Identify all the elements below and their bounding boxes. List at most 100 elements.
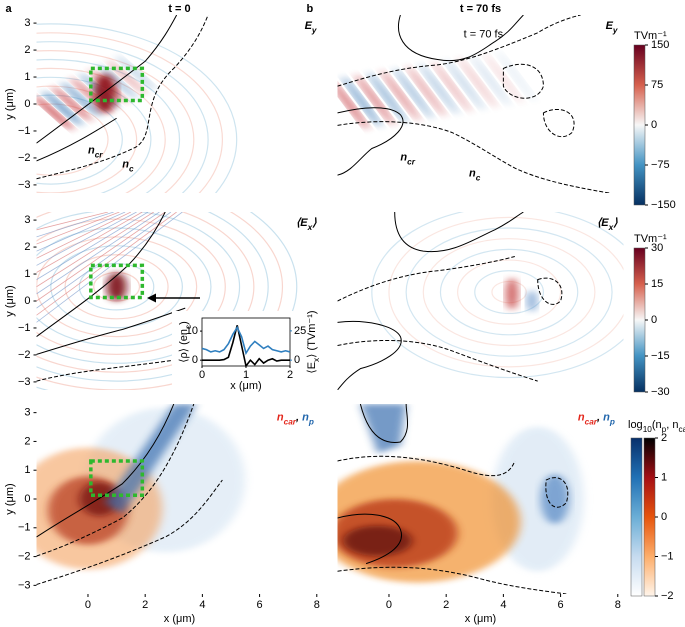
field-pattern	[419, 63, 459, 115]
x-tick-label: 0	[85, 599, 91, 611]
contour	[543, 109, 574, 136]
label-part: x	[312, 357, 321, 362]
x-tick-label: 0	[386, 599, 392, 611]
y2-tick-label: 0	[294, 354, 300, 366]
y-axis-label: y (μm)	[4, 483, 16, 514]
label-part: t = 70 fs	[464, 28, 504, 40]
annotation: ncar, np	[578, 411, 615, 426]
label-part: n	[656, 419, 662, 431]
field-pattern	[105, 404, 197, 515]
field-map	[338, 207, 647, 390]
panel-label: b	[307, 3, 314, 15]
field-pattern	[445, 58, 485, 111]
label-part: x	[608, 223, 614, 232]
label-part: n	[122, 158, 129, 170]
field-pattern	[372, 207, 647, 378]
colorbar-tick-label: 15	[651, 278, 663, 290]
contour	[395, 212, 524, 252]
label-part: n	[578, 411, 585, 423]
y-tick-label: 3	[24, 214, 30, 226]
y-tick-label: −2	[18, 349, 31, 361]
contour	[338, 15, 581, 86]
colorbar-label: TVm⁻¹	[634, 30, 667, 42]
contour	[37, 480, 223, 585]
field-pattern	[0, 210, 240, 363]
label-part: ⟩	[613, 217, 618, 229]
field-pattern	[0, 175, 297, 399]
field-pattern	[458, 260, 561, 324]
colorbar-tick-label: 0	[651, 119, 657, 131]
heatmap	[337, 404, 624, 594]
label-part: n	[603, 411, 610, 423]
field-pattern	[355, 73, 395, 126]
label-part: (	[652, 419, 656, 431]
colorbar-tick-label: 30	[651, 242, 663, 254]
contour	[37, 308, 186, 354]
field-pattern	[0, 42, 208, 238]
field-pattern	[540, 474, 570, 524]
colorbar	[643, 437, 656, 597]
label-part: ⟨E	[306, 362, 318, 374]
label-part: ,	[295, 411, 302, 423]
heatmap	[0, 15, 323, 238]
label-part: c	[476, 173, 481, 182]
y-tick-label: −1	[18, 522, 31, 534]
field-pattern	[37, 212, 109, 230]
field-pattern	[423, 239, 595, 346]
annotation: nc	[122, 158, 134, 173]
heatmap	[36, 404, 323, 594]
label-part: n	[672, 419, 678, 431]
field-pattern	[470, 54, 511, 107]
y-tick-label: −2	[18, 152, 31, 164]
label-part: ,	[596, 411, 603, 423]
field-label: ⟨Ex⟩	[597, 217, 618, 232]
contour	[338, 321, 402, 390]
label-part: p	[662, 425, 667, 434]
field-pattern	[37, 212, 154, 287]
label-part: n	[88, 144, 95, 156]
y-axis-label: y (μm)	[4, 285, 16, 316]
y-tick-label: −3	[18, 179, 31, 191]
label-part: car	[679, 425, 685, 434]
field-pattern	[37, 212, 183, 322]
field-pattern	[0, 60, 180, 220]
field-pattern	[393, 67, 433, 120]
label-part: n	[469, 167, 476, 179]
field-pattern	[496, 50, 536, 103]
field-pattern	[0, 192, 268, 381]
annotation: nc	[469, 167, 481, 182]
field-map	[36, 404, 246, 585]
field-pattern	[79, 264, 153, 310]
label-part: p	[609, 417, 615, 426]
heatmap	[337, 207, 647, 390]
field-pattern	[360, 404, 407, 454]
field-pattern	[37, 212, 171, 308]
contour	[399, 15, 524, 61]
field-pattern	[37, 212, 137, 265]
x-tick-label: 1	[243, 369, 249, 381]
colorbar-tick-label: −2	[661, 590, 674, 602]
contour	[338, 108, 403, 175]
colorbar-tick-label: 0	[651, 314, 657, 326]
field-pattern	[61, 82, 102, 118]
y-tick-label: −1	[18, 125, 31, 137]
contour	[546, 478, 568, 508]
y-tick-label: 1	[24, 268, 30, 280]
field-pattern	[432, 61, 472, 113]
column-title: t = 0	[168, 3, 190, 15]
label-part: cr	[95, 150, 104, 159]
contour	[538, 278, 562, 304]
colorbar-tick-label: 0	[661, 511, 667, 523]
label-part: car	[284, 417, 297, 426]
label-part: y	[311, 26, 317, 35]
x-tick-label: 0	[199, 369, 205, 381]
label-part: x	[307, 223, 313, 232]
label-part: TVm⁻¹	[634, 30, 667, 42]
contour	[338, 257, 515, 302]
y-tick-label: 10	[186, 325, 198, 337]
contour	[338, 340, 538, 381]
field-pattern	[343, 525, 412, 556]
label-part: p	[308, 417, 314, 426]
colorbar-tick-label: −150	[651, 199, 676, 211]
